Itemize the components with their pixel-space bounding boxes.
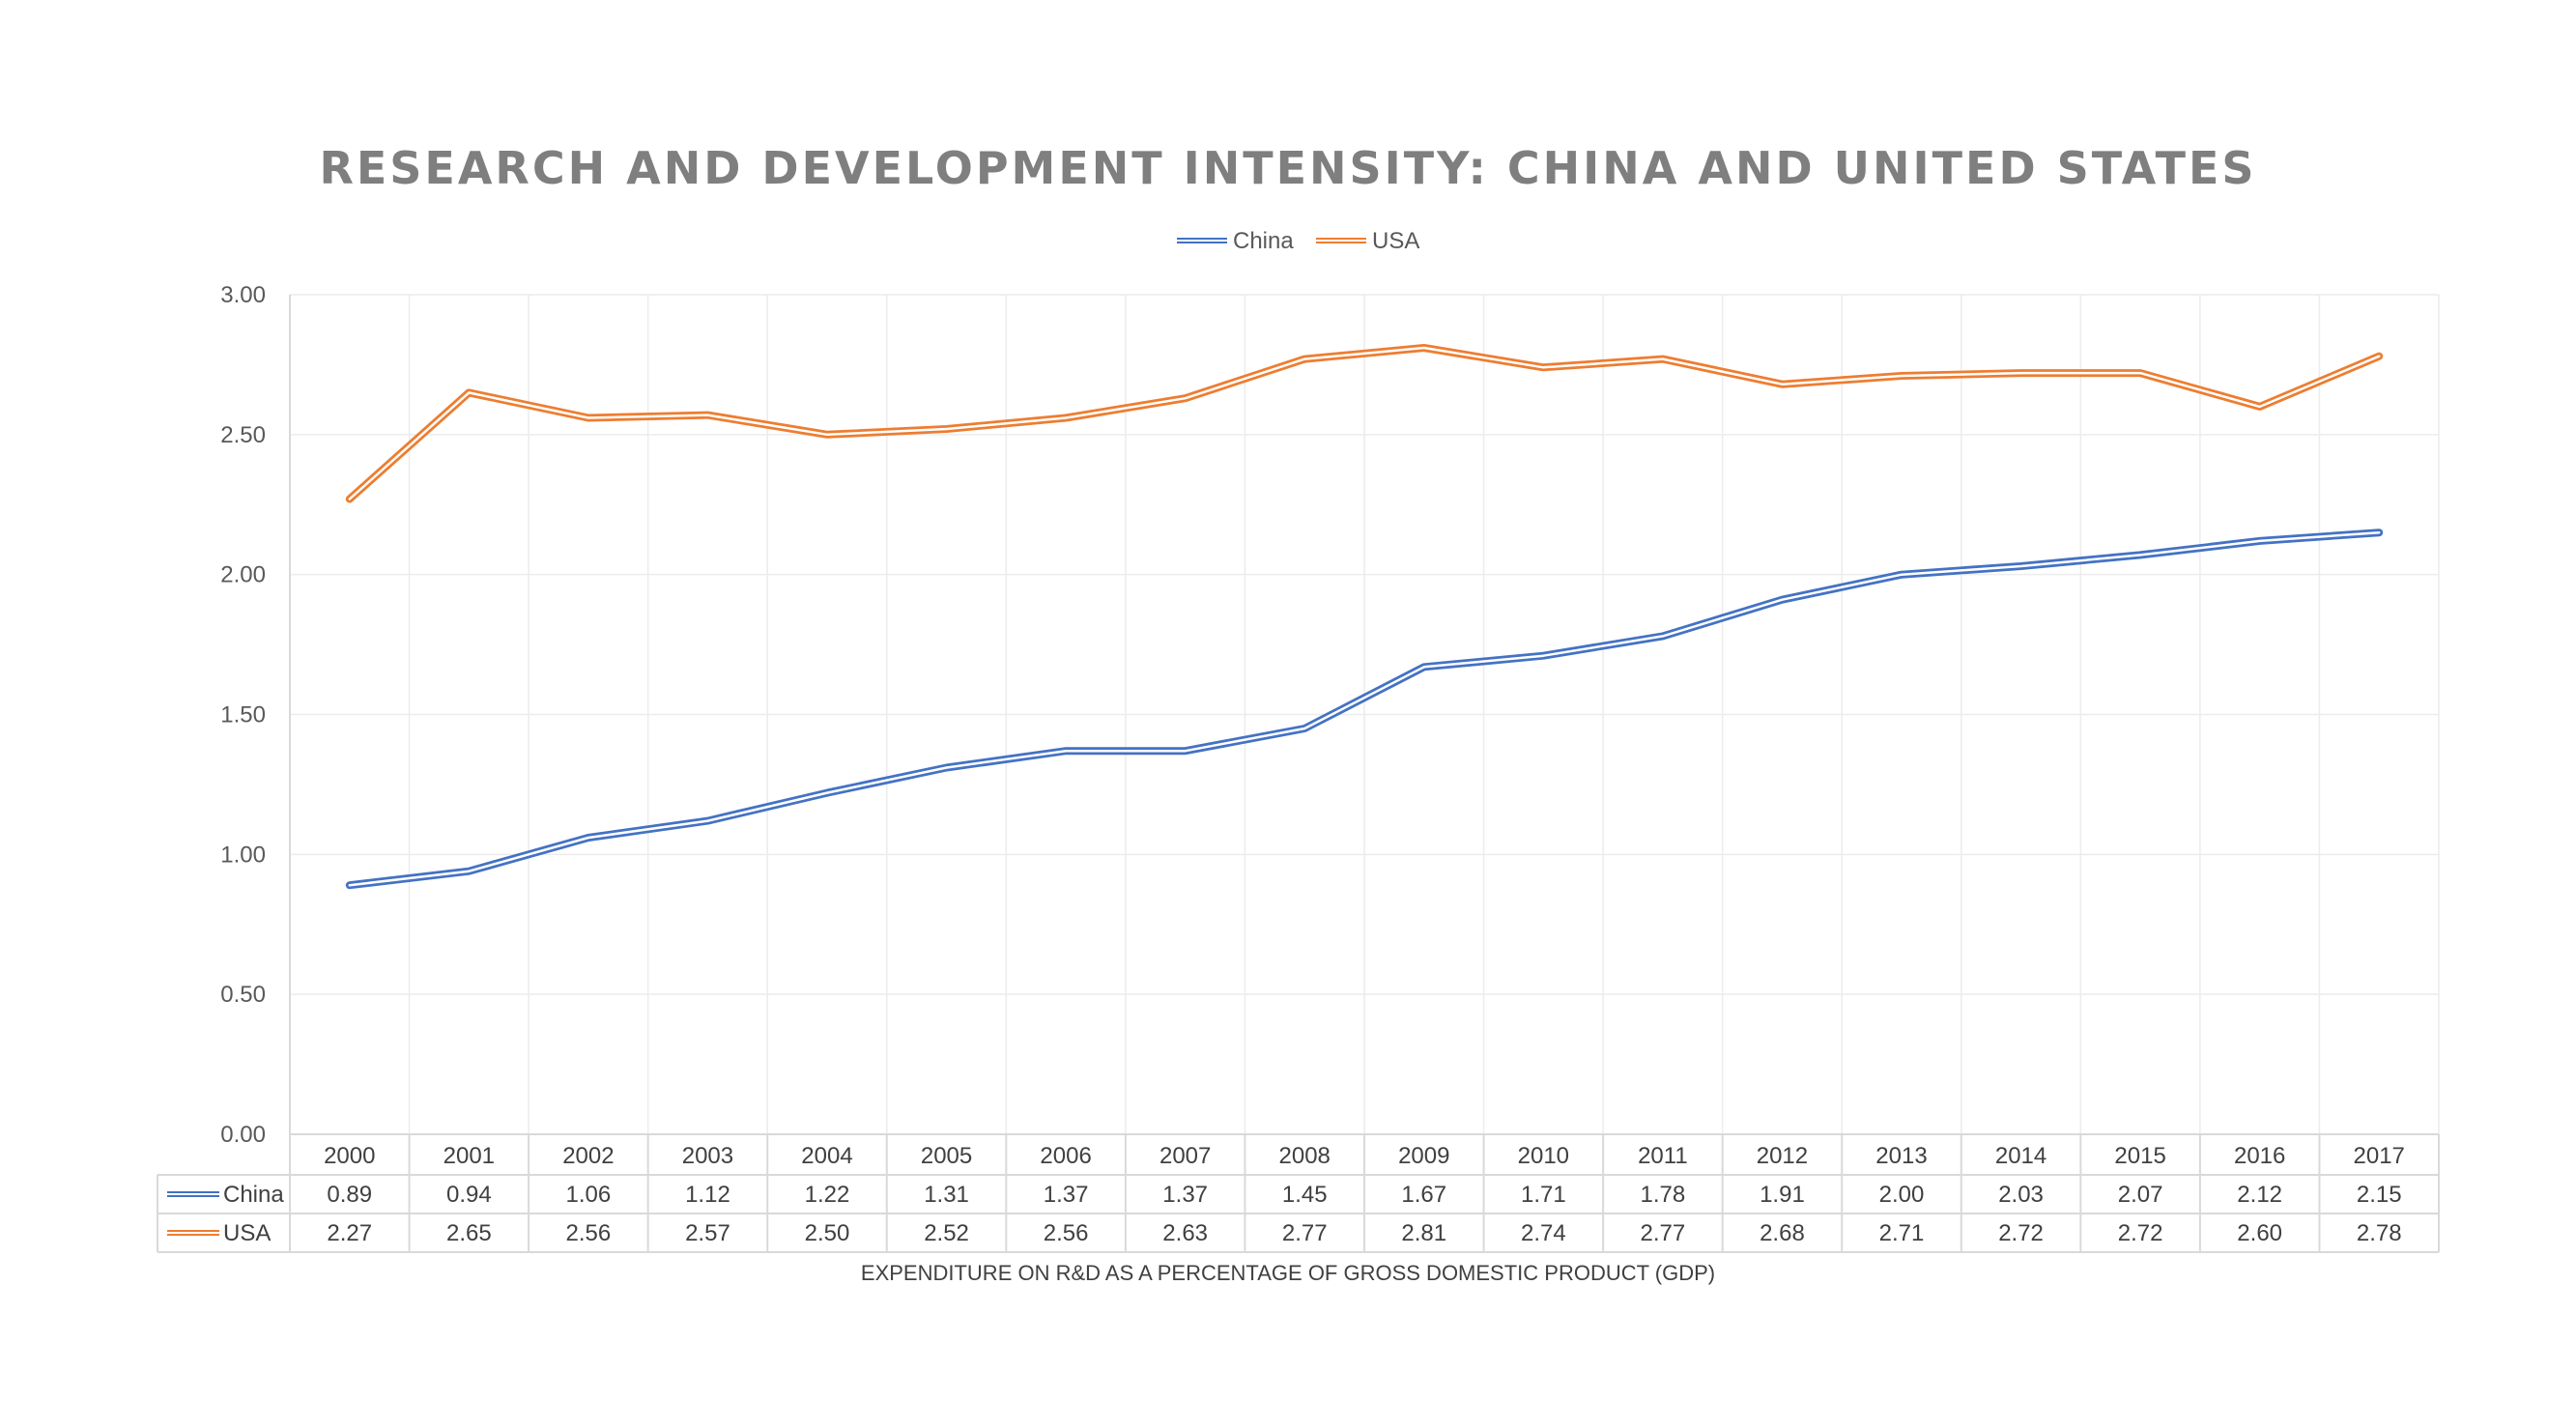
table-cell-value: 1.78 <box>1641 1182 1686 1208</box>
x-tick-label: 2014 <box>1995 1143 2046 1169</box>
x-tick-label: 2000 <box>324 1143 375 1169</box>
x-tick-label: 2013 <box>1875 1143 1927 1169</box>
y-tick-label: 0.00 <box>220 1122 266 1148</box>
table-row-label: China <box>223 1182 284 1208</box>
series-line-china <box>345 528 2384 890</box>
table-cell-value: 0.94 <box>446 1182 492 1208</box>
table-cell-value: 0.89 <box>327 1182 372 1208</box>
table-cell-value: 2.63 <box>1162 1220 1208 1246</box>
x-tick-label: 2012 <box>1757 1143 1808 1169</box>
y-tick-label: 1.00 <box>220 842 266 868</box>
table-cell-value: 1.67 <box>1401 1182 1446 1208</box>
table-cell-value: 1.37 <box>1044 1182 1089 1208</box>
data-table: 2000 2001 2002 2003 2004 2005 2006 2007 2008 2009… <box>157 1133 2440 1253</box>
table-cell-value: 2.65 <box>446 1220 492 1246</box>
gridlines <box>289 294 2440 1134</box>
table-cell-value: 2.60 <box>2237 1220 2282 1246</box>
x-axis-label: EXPENDITURE ON R&D AS A PERCENTAGE OF GR… <box>861 1261 1715 1285</box>
table-cell-value: 2.71 <box>1879 1220 1925 1246</box>
table-cell-value: 2.27 <box>327 1220 372 1246</box>
x-tick-label: 2015 <box>2114 1143 2165 1169</box>
table-cell-value: 1.31 <box>924 1182 969 1208</box>
x-tick-label: 2016 <box>2234 1143 2285 1169</box>
x-tick-label: 2002 <box>562 1143 614 1169</box>
y-tick-label: 2.50 <box>220 422 266 448</box>
legend-item-china: China <box>1177 228 1294 254</box>
x-tick-label: 2003 <box>682 1143 733 1169</box>
series-line-usa <box>345 344 2384 503</box>
x-tick-label: 2009 <box>1398 1143 1449 1169</box>
table-cell-value: 2.03 <box>1998 1182 2044 1208</box>
table-cell-value: 1.91 <box>1760 1182 1805 1208</box>
x-tick-label: 2007 <box>1159 1143 1211 1169</box>
table-cell-value: 2.81 <box>1401 1220 1446 1246</box>
table-row-label: USA <box>223 1220 271 1246</box>
table-cell-value: 2.77 <box>1641 1220 1686 1246</box>
table-cell-value: 1.37 <box>1162 1182 1208 1208</box>
table-cell-value: 1.06 <box>566 1182 612 1208</box>
legend-label: China <box>1233 228 1294 254</box>
x-tick-label: 2017 <box>2354 1143 2405 1169</box>
table-cell-value: 2.52 <box>924 1220 969 1246</box>
plot-lines <box>345 344 2384 890</box>
y-tick-label: 1.50 <box>220 702 266 728</box>
y-tick-label: 3.00 <box>220 282 266 308</box>
x-tick-label: 2005 <box>921 1143 972 1169</box>
y-axis: 0.00 0.50 1.00 1.50 2.00 2.50 3.00 <box>220 282 291 1148</box>
x-tick-label: 2010 <box>1518 1143 1569 1169</box>
table-cell-value: 1.22 <box>805 1182 850 1208</box>
x-tick-label: 2011 <box>1638 1143 1688 1169</box>
legend-item-usa: USA <box>1316 228 1419 254</box>
y-tick-label: 2.00 <box>220 562 266 588</box>
legend: China USA <box>1177 228 1419 254</box>
table-cell-value: 1.71 <box>1521 1182 1566 1208</box>
table-cell-value: 1.12 <box>685 1182 730 1208</box>
table-cell-value: 2.00 <box>1879 1182 1925 1208</box>
y-tick-label: 0.50 <box>220 982 266 1008</box>
table-cell-value: 1.45 <box>1282 1182 1328 1208</box>
x-tick-label: 2006 <box>1040 1143 1091 1169</box>
table-cell-value: 2.57 <box>685 1220 730 1246</box>
series-line-inner <box>348 346 2381 500</box>
series-line-inner <box>348 530 2381 887</box>
x-tick-label: 2008 <box>1279 1143 1331 1169</box>
table-cell-value: 2.68 <box>1760 1220 1805 1246</box>
chart-title: RESEARCH AND DEVELOPMENT INTENSITY: CHIN… <box>319 142 2256 194</box>
table-cell-value: 2.74 <box>1521 1220 1566 1246</box>
table-cell-value: 2.50 <box>805 1220 850 1246</box>
table-row-china: China 0.89 0.94 1.06 1.12 1.22 1.31 1.37 1.37 1.4… <box>167 1182 2402 1208</box>
table-cell-value: 2.12 <box>2237 1182 2282 1208</box>
legend-label: USA <box>1372 228 1419 254</box>
table-cell-value: 2.77 <box>1282 1220 1328 1246</box>
table-cell-value: 2.72 <box>1998 1220 2044 1246</box>
table-cell-value: 2.56 <box>1044 1220 1089 1246</box>
table-cell-value: 2.56 <box>566 1220 612 1246</box>
table-cell-value: 2.72 <box>2118 1220 2163 1246</box>
x-tick-label: 2004 <box>801 1143 852 1169</box>
table-row-usa: USA 2.27 2.65 2.56 2.57 2.50 2.52 2.56 2.63 2.77 2… <box>167 1220 2402 1246</box>
table-cell-value: 2.78 <box>2357 1220 2402 1246</box>
x-tick-label: 2001 <box>444 1143 495 1169</box>
table-cell-value: 2.07 <box>2118 1182 2163 1208</box>
table-cell-value: 2.15 <box>2357 1182 2402 1208</box>
